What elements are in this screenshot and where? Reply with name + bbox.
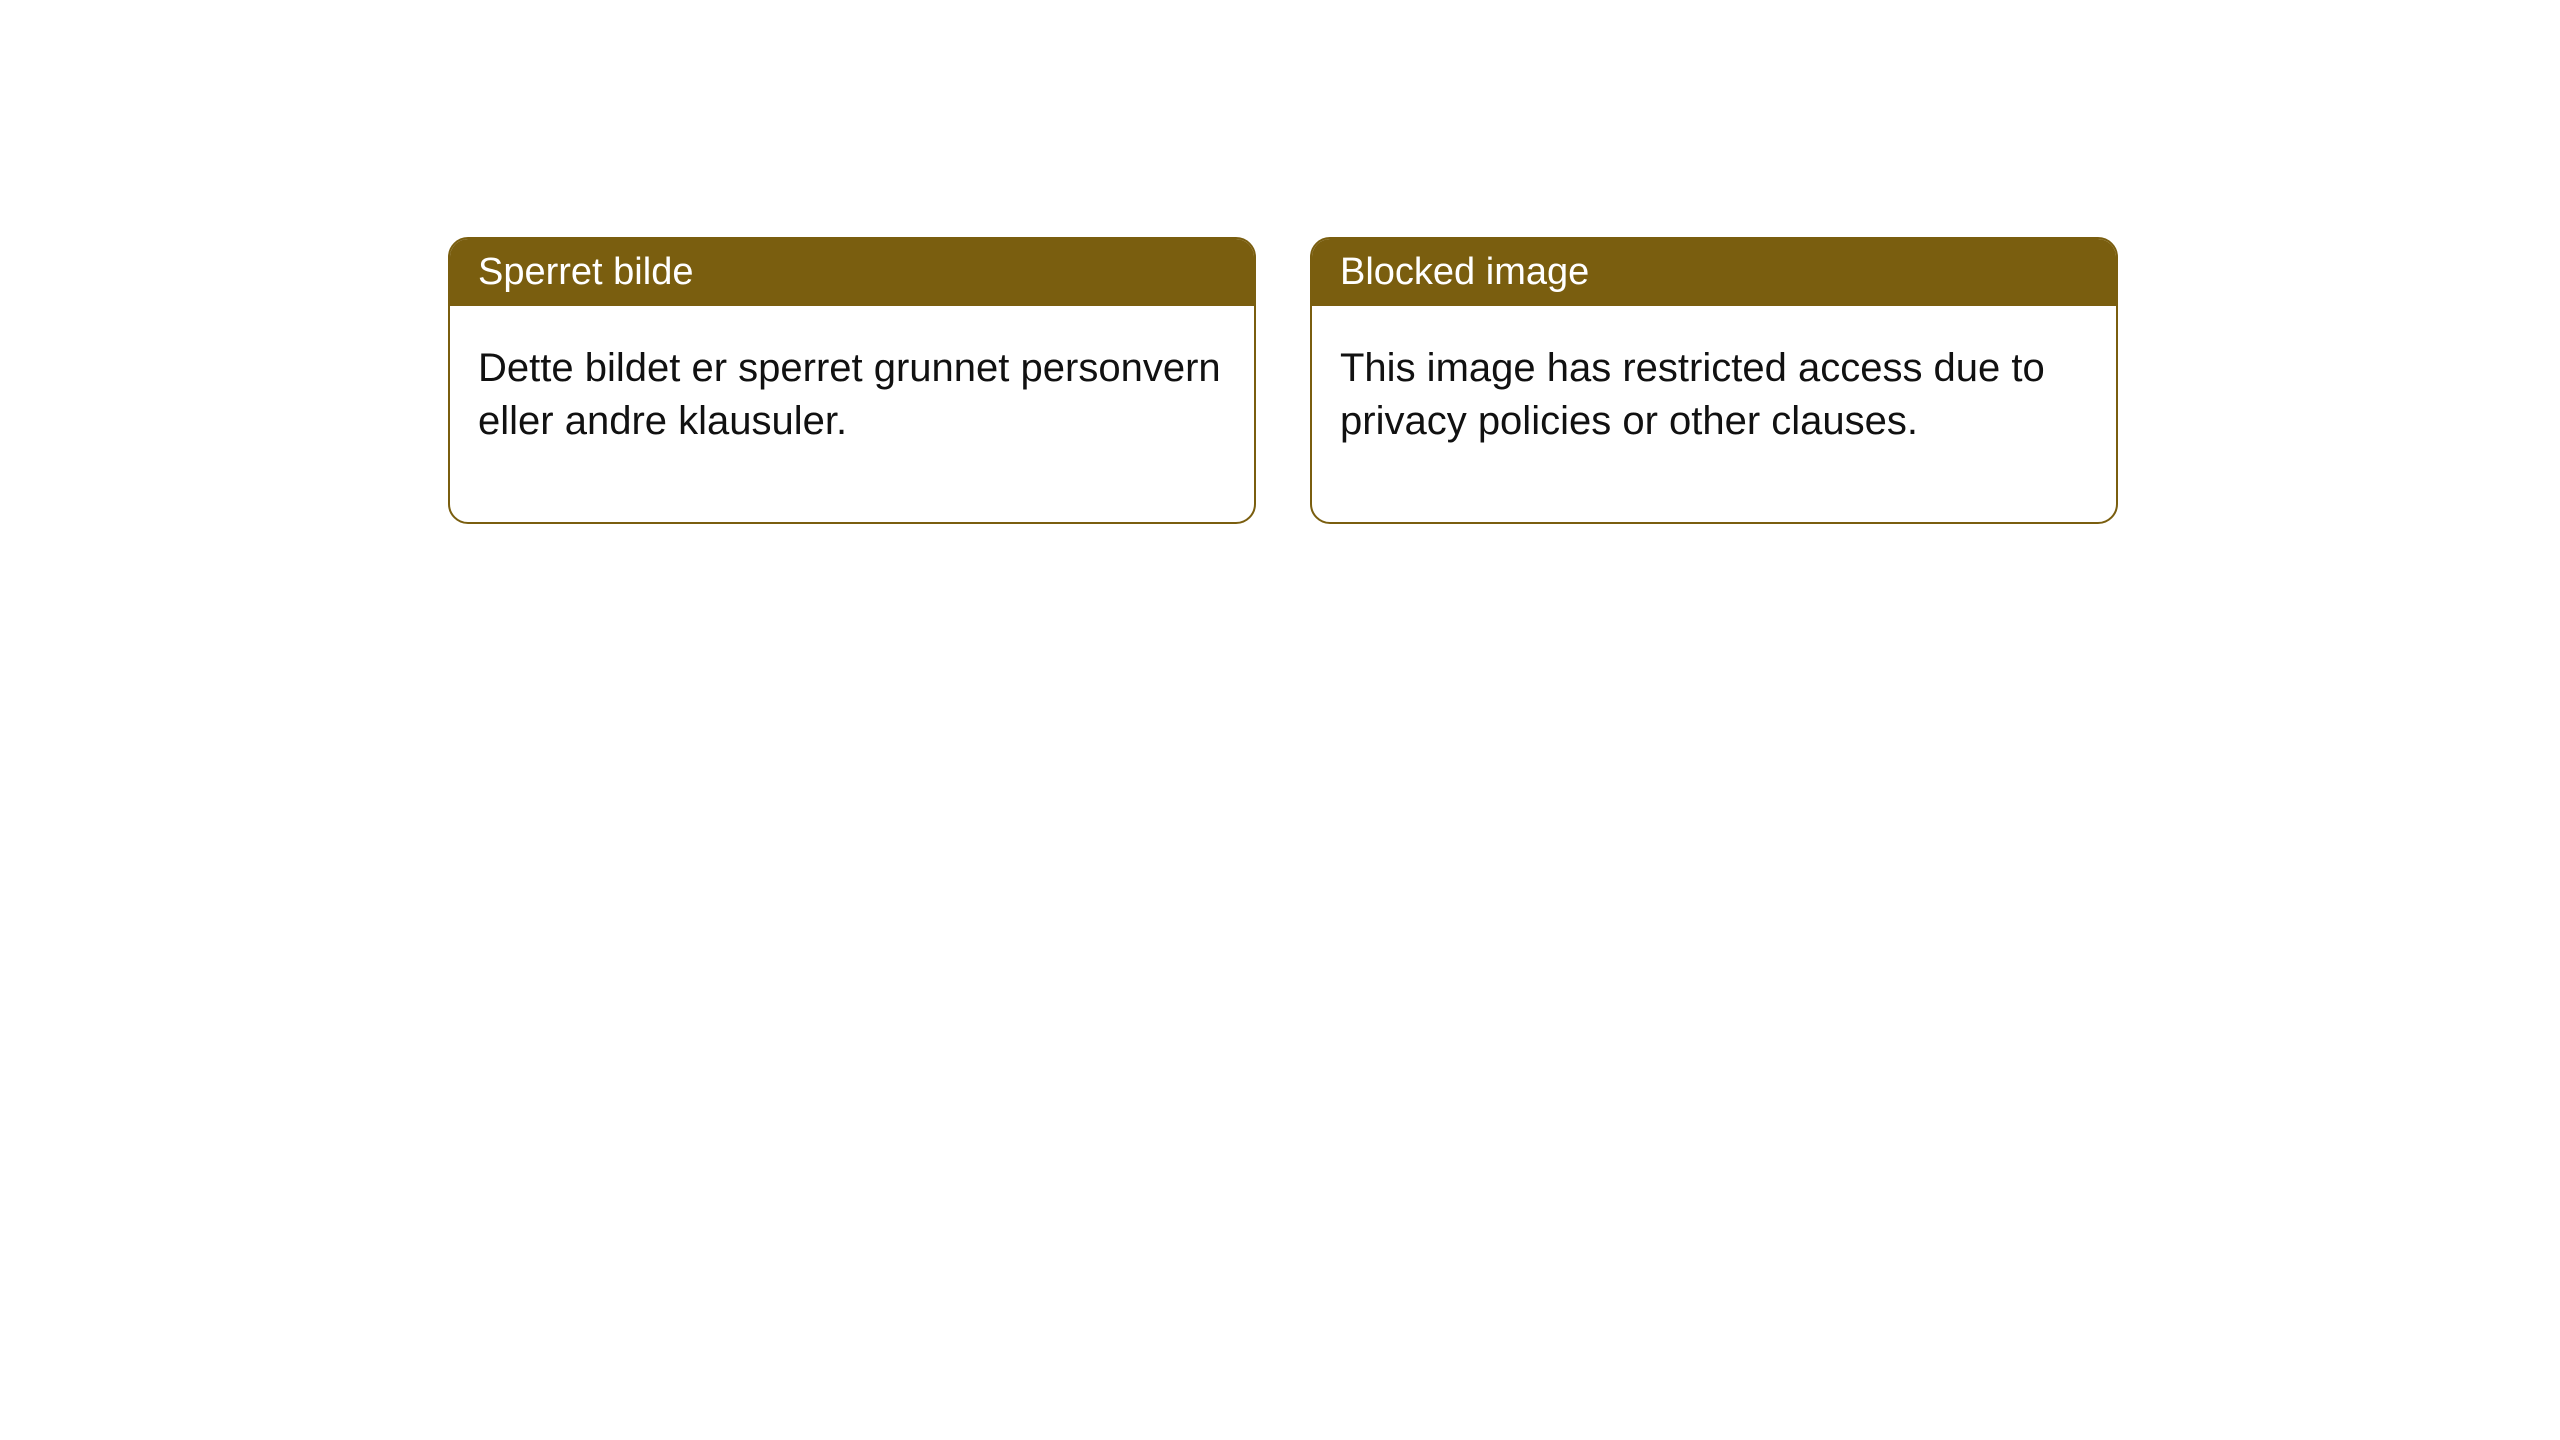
- notice-header-label: Blocked image: [1340, 251, 1589, 293]
- notice-box-norwegian: Sperret bilde Dette bildet er sperret gr…: [448, 237, 1256, 524]
- notice-header-norwegian: Sperret bilde: [450, 239, 1254, 306]
- notice-body-norwegian: Dette bildet er sperret grunnet personve…: [450, 306, 1254, 522]
- notice-box-english: Blocked image This image has restricted …: [1310, 237, 2118, 524]
- notice-header-english: Blocked image: [1312, 239, 2116, 306]
- notice-body-english: This image has restricted access due to …: [1312, 306, 2116, 522]
- notice-body-text: This image has restricted access due to …: [1340, 346, 2045, 443]
- notice-container: Sperret bilde Dette bildet er sperret gr…: [0, 0, 2560, 524]
- notice-header-label: Sperret bilde: [478, 251, 693, 293]
- notice-body-text: Dette bildet er sperret grunnet personve…: [478, 346, 1221, 443]
